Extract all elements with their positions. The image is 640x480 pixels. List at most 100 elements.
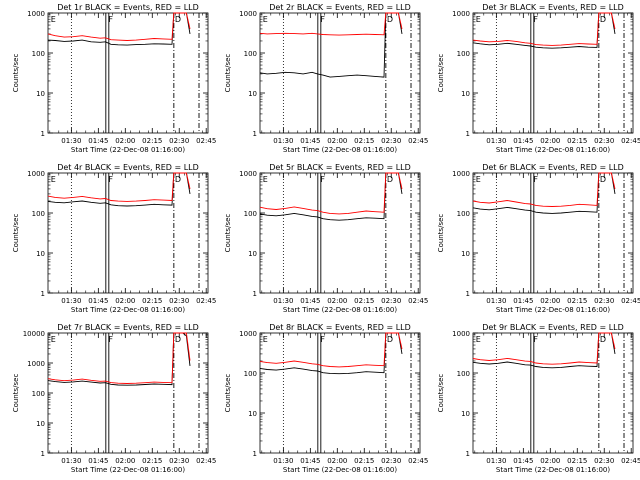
x-tick-label: 02:30 — [594, 457, 614, 465]
x-tick-label: 01:30 — [61, 297, 81, 305]
marker-label: E — [476, 335, 481, 344]
x-tick-label: 01:45 — [300, 137, 320, 145]
x-tick-label: 02:15 — [354, 297, 374, 305]
chart-title: Det 5r BLACK = Events, RED = LLD — [269, 163, 411, 172]
events-series-line — [47, 332, 191, 386]
marker-label: F — [533, 335, 538, 344]
marker-label: D — [600, 335, 606, 344]
y-tick-label: 10 — [461, 250, 470, 258]
x-tick-label: 02:00 — [327, 137, 347, 145]
lld-series-line — [259, 172, 403, 215]
events-series-line — [259, 12, 403, 78]
chart-title: Det 7r BLACK = Events, RED = LLD — [57, 323, 199, 332]
x-tick-label: 01:45 — [513, 297, 533, 305]
y-tick-label: 1 — [41, 450, 45, 458]
x-tick-label: 02:45 — [196, 457, 216, 465]
marker-label: D — [600, 15, 606, 24]
y-tick-label: 1000 — [239, 170, 257, 178]
x-tick-label: 01:45 — [88, 457, 108, 465]
y-tick-label: 100 — [32, 50, 45, 58]
y-tick-label: 10 — [461, 410, 470, 418]
x-tick-label: 02:00 — [115, 137, 135, 145]
marker-label: D — [600, 175, 606, 184]
y-tick-label: 1 — [253, 290, 257, 298]
chart-title: Det 1r BLACK = Events, RED = LLD — [57, 3, 199, 12]
y-axis-label: Counts/sec — [12, 374, 20, 413]
x-tick-label: 02:15 — [142, 137, 162, 145]
x-tick-label: 02:15 — [142, 297, 162, 305]
y-axis-label: Counts/sec — [224, 214, 232, 253]
y-tick-label: 100 — [32, 390, 45, 398]
marker-label: D — [387, 175, 393, 184]
y-tick-label: 10 — [461, 90, 470, 98]
y-axis-label: Counts/sec — [437, 214, 445, 253]
y-tick-label: 100 — [457, 370, 470, 378]
plot-frame — [472, 332, 634, 454]
x-tick-label: 01:30 — [273, 137, 293, 145]
marker-label: F — [533, 175, 538, 184]
marker-label: E — [263, 175, 268, 184]
marker-label: E — [51, 335, 56, 344]
marker-label: F — [108, 175, 113, 184]
x-axis-label: Start Time (22-Dec-08 01:16:00) — [283, 146, 397, 154]
x-tick-label: 01:30 — [273, 457, 293, 465]
y-tick-label: 10 — [36, 90, 45, 98]
marker-label: D — [387, 335, 393, 344]
lld-series-line — [472, 12, 616, 46]
y-tick-label: 1000 — [239, 330, 257, 338]
x-axis-label: Start Time (22-Dec-08 01:16:00) — [283, 466, 397, 474]
y-tick-label: 10 — [36, 420, 45, 428]
x-tick-label: 01:45 — [513, 457, 533, 465]
y-tick-label: 100 — [244, 210, 257, 218]
x-tick-label: 02:30 — [381, 457, 401, 465]
plot-frame — [472, 172, 634, 294]
y-tick-label: 100 — [457, 210, 470, 218]
x-tick-label: 02:45 — [621, 137, 640, 145]
x-tick-label: 02:00 — [540, 137, 560, 145]
marker-label: E — [51, 175, 56, 184]
y-tick-label: 10 — [248, 410, 257, 418]
x-tick-label: 01:30 — [486, 137, 506, 145]
plot-frame — [259, 332, 421, 454]
x-axis-label: Start Time (22-Dec-08 01:16:00) — [71, 306, 185, 314]
x-axis-label: Start Time (22-Dec-08 01:16:00) — [496, 466, 610, 474]
plot-frame — [472, 12, 634, 134]
chart-panel: Det 2r BLACK = Events, RED = LLD 1 10 100 10… — [224, 3, 428, 154]
y-tick-label: 1 — [253, 450, 257, 458]
x-tick-label: 02:30 — [169, 297, 189, 305]
y-tick-label: 1000 — [27, 10, 45, 18]
x-tick-label: 02:30 — [594, 297, 614, 305]
plot-frame — [47, 332, 209, 454]
x-tick-label: 02:15 — [567, 137, 587, 145]
chart-title: Det 9r BLACK = Events, RED = LLD — [482, 323, 624, 332]
chart-panel: Det 5r BLACK = Events, RED = LLD 1 10 100 10… — [224, 163, 428, 314]
y-tick-label: 1 — [466, 130, 470, 138]
y-tick-label: 10000 — [23, 330, 45, 338]
y-tick-label: 10 — [248, 250, 257, 258]
marker-label: D — [175, 15, 181, 24]
y-axis-label: Counts/sec — [12, 54, 20, 93]
events-series-line — [472, 12, 616, 49]
x-tick-label: 01:45 — [88, 297, 108, 305]
marker-label: D — [175, 335, 181, 344]
x-tick-label: 01:45 — [300, 297, 320, 305]
y-axis-label: Counts/sec — [224, 374, 232, 413]
x-tick-label: 02:30 — [594, 137, 614, 145]
chart-panel: Det 8r BLACK = Events, RED = LLD 1 10 100 10… — [224, 323, 428, 474]
x-tick-label: 02:00 — [540, 297, 560, 305]
y-axis-label: Counts/sec — [12, 214, 20, 253]
marker-label: F — [320, 15, 325, 24]
marker-label: F — [320, 175, 325, 184]
y-tick-label: 1000 — [27, 360, 45, 368]
lld-series-line — [47, 172, 191, 202]
x-tick-label: 02:15 — [354, 457, 374, 465]
x-tick-label: 02:00 — [540, 457, 560, 465]
x-tick-label: 02:30 — [381, 137, 401, 145]
y-axis-label: Counts/sec — [224, 54, 232, 93]
marker-label: F — [108, 15, 113, 24]
y-axis-label: Counts/sec — [437, 374, 445, 413]
chart-title: Det 8r BLACK = Events, RED = LLD — [269, 323, 411, 332]
y-tick-label: 10 — [36, 250, 45, 258]
y-tick-label: 1000 — [239, 10, 257, 18]
chart-panel: Det 6r BLACK = Events, RED = LLD 1 10 100 10… — [437, 163, 640, 314]
